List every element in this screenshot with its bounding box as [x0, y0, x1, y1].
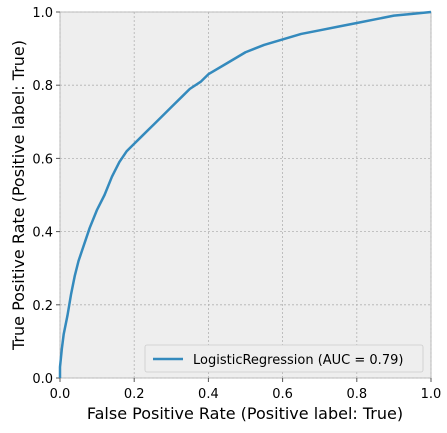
x-tick-label: 0.0 — [50, 387, 71, 402]
roc-curve-line — [58, 10, 432, 378]
y-tick-label: 1.0 — [32, 6, 53, 21]
y-tick-label: 0.8 — [32, 79, 53, 94]
y-tick-label: 0.6 — [32, 152, 53, 167]
x-tick-label: 1.0 — [421, 387, 442, 402]
y-tick-label: 0.0 — [32, 372, 53, 387]
x-tick-label: 0.6 — [272, 387, 293, 402]
x-axis-label: False Positive Rate (Positive label: Tru… — [87, 404, 403, 423]
legend-box — [144, 344, 424, 373]
x-tick-label: 0.4 — [198, 387, 219, 402]
plot-background — [59, 11, 432, 379]
legend: LogisticRegression (AUC = 0.79) — [144, 344, 424, 373]
y-axis: 0.0 0.2 0.4 0.6 0.8 1.0 — [32, 6, 60, 387]
legend-label: LogisticRegression (AUC = 0.79) — [193, 353, 403, 368]
y-axis-label: True Positive Rate (Positive label: True… — [9, 40, 28, 351]
y-tick-label: 0.4 — [32, 226, 53, 241]
grid-lines — [59, 11, 432, 379]
y-tick-label: 0.2 — [32, 299, 53, 314]
x-axis: 0.0 0.2 0.4 0.6 0.8 1.0 — [50, 378, 442, 402]
x-tick-label: 0.2 — [124, 387, 145, 402]
x-tick-label: 0.8 — [346, 387, 367, 402]
series-group — [58, 10, 432, 378]
